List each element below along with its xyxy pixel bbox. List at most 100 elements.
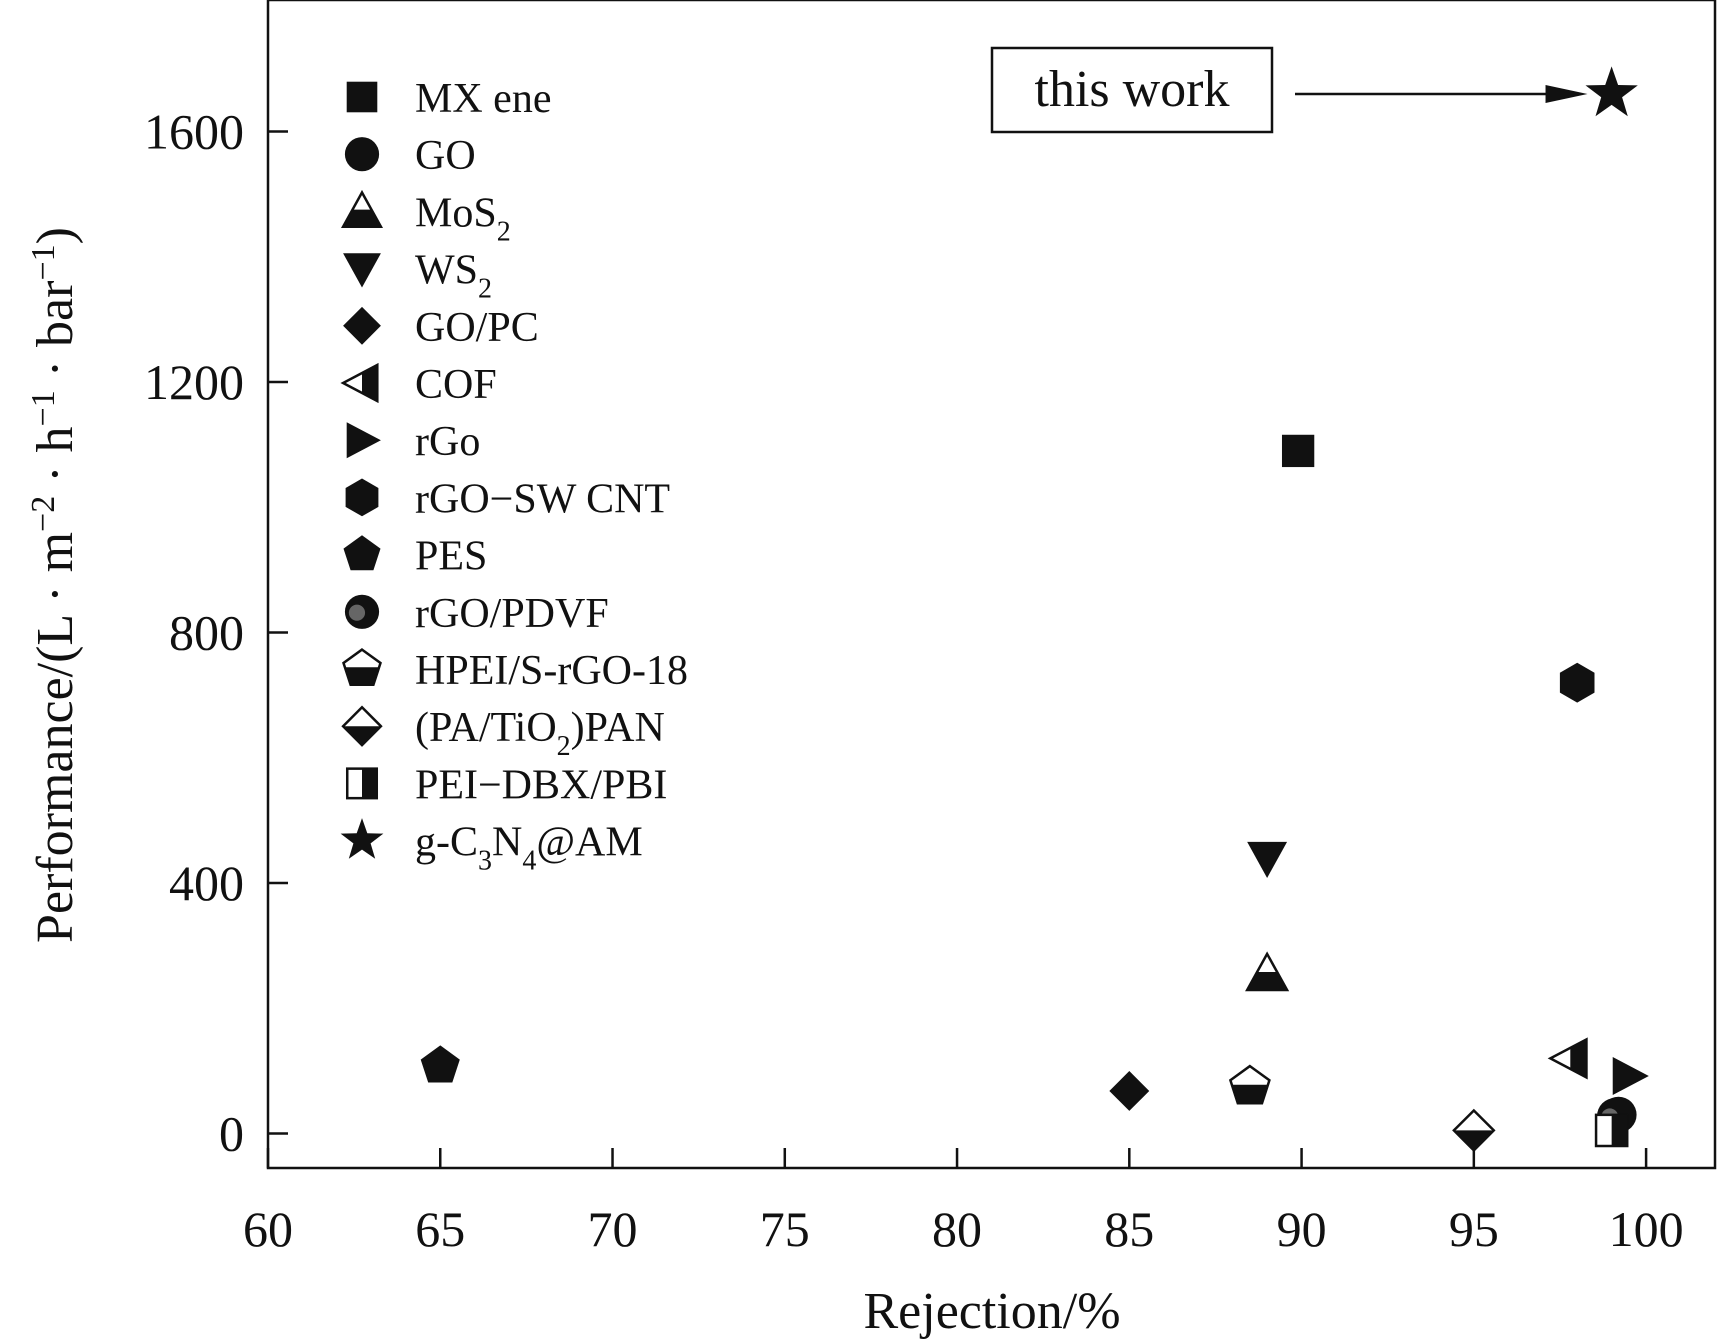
x-tick-label: 60 (243, 1201, 293, 1257)
y-title-part: Performance/(L · m (27, 532, 84, 943)
marker-shape (344, 137, 380, 172)
marker-shape (340, 818, 384, 859)
y-axis-ticks: 0 400 800 1200 1600 (144, 104, 288, 1162)
legend-marker-pentagon (343, 535, 381, 571)
legend-marker-diamond-half (341, 705, 383, 747)
marker-shape-fill (343, 726, 381, 746)
marker-shape-fill (1570, 1039, 1587, 1078)
legend-item: MoS2 (340, 189, 511, 247)
x-axis-ticks: 60 65 70 75 80 85 90 95 100 (243, 1148, 1684, 1257)
y-tick-label: 0 (219, 1106, 244, 1162)
y-title-sup: −1 (25, 244, 62, 280)
legend-label-sub: 2 (557, 731, 571, 762)
legend-item: rGO/PDVF (344, 591, 609, 637)
legend-label: WS2 (415, 248, 492, 305)
marker-shape (1109, 1071, 1150, 1111)
y-tick-label: 400 (169, 855, 244, 911)
data-point-diamond (1109, 1071, 1150, 1111)
legend-item: (PA/TiO2)PAN (341, 705, 665, 762)
data-point-hexagon (1559, 662, 1595, 703)
data-point-pentagon (420, 1045, 460, 1083)
legend-item: HPEI/S-rGO-18 (342, 648, 688, 694)
data-point-triangle-up-half (1245, 951, 1290, 992)
legend-label: MoS2 (415, 190, 511, 247)
legend-item: GO (344, 133, 476, 179)
legend-marker-triangle-up-half (340, 189, 384, 228)
data-point-diamond-half (1452, 1108, 1496, 1153)
annotation-arrow-head (1545, 84, 1588, 103)
marker-shape-fill (343, 663, 381, 685)
x-tick-label: 65 (415, 1201, 465, 1257)
legend-label: GO (415, 133, 476, 179)
legend-marker-star (340, 818, 384, 859)
legend-marker-circle (344, 137, 380, 172)
data-point-square-half (1594, 1113, 1629, 1148)
marker-shape (1585, 66, 1638, 117)
legend-label: rGO−SW CNT (415, 476, 670, 522)
legend-label: (PA/TiO2)PAN (415, 705, 665, 762)
x-tick-label: 85 (1104, 1201, 1154, 1257)
marker-shape (343, 535, 381, 571)
annotation-box (990, 46, 1274, 134)
marker-shape-inner (348, 604, 366, 621)
marker-shape (346, 81, 378, 113)
legend-label: COF (415, 362, 497, 408)
x-axis-title: Rejection/% (863, 1283, 1120, 1340)
data-point-triangle-down (1247, 841, 1288, 878)
x-tick-label: 75 (760, 1201, 810, 1257)
legend-marker-triangle-left-half (340, 362, 379, 404)
legend-marker-triangle-down (343, 253, 381, 288)
legend-item: WS2 (343, 248, 492, 305)
legend-label-sub: 2 (497, 216, 511, 247)
legend-label-part: g-C (415, 820, 478, 866)
data-point-star (1585, 66, 1638, 117)
y-title-part: · bar (27, 281, 84, 391)
legend-marker-triangle-right (346, 422, 381, 459)
legend-label: PEI−DBX/PBI (415, 762, 667, 808)
legend-marker-pentagon-half (342, 648, 382, 686)
y-axis-title: Performance/(L · m−2 · h−1 · bar−1) (25, 227, 84, 943)
data-point-square (1281, 434, 1315, 468)
legend-marker-circle-dot (344, 594, 380, 629)
y-tick-label: 800 (169, 605, 244, 661)
y-title-part: · h (27, 426, 84, 495)
marker-shape-fill (362, 768, 377, 799)
legend-label: HPEI/S-rGO-18 (415, 648, 688, 694)
marker-shape-fill (343, 209, 381, 227)
marker-shape-fill (1453, 1130, 1494, 1151)
marker-shape-fill (1230, 1080, 1270, 1104)
y-tick-label: 1200 (144, 354, 244, 410)
legend-marker-square (346, 81, 378, 113)
legend-label-part: MoS (415, 190, 497, 236)
marker-shape (1559, 662, 1595, 703)
legend-label-part: (PA/TiO (415, 705, 557, 751)
data-point-triangle-right (1612, 1056, 1649, 1095)
legend-label-sub: 2 (478, 274, 492, 305)
legend-label: rGo (415, 419, 480, 465)
legend-label: rGO/PDVF (415, 591, 609, 637)
x-tick-label: 95 (1449, 1201, 1499, 1257)
plot-frame (266, 0, 1717, 1170)
legend-label-part: WS (415, 248, 478, 294)
x-tick-label: 70 (588, 1201, 638, 1257)
legend-item: PES (343, 534, 487, 580)
legend-item: GO/PC (343, 305, 539, 351)
legend-item: rGo (346, 419, 480, 465)
x-tick-label: 90 (1277, 1201, 1327, 1257)
x-tick-label: 80 (932, 1201, 982, 1257)
marker-shape-fill (1611, 1114, 1628, 1147)
y-title-sup: −1 (25, 390, 62, 426)
legend-label-sub: 4 (522, 846, 536, 877)
legend-label-part: )PAN (571, 705, 665, 751)
legend-label: g-C3N4@AM (415, 820, 643, 877)
marker-shape (343, 306, 381, 345)
legend-label: MX ene (415, 76, 551, 122)
marker-shape (343, 253, 381, 288)
legend-label: GO/PC (415, 305, 539, 351)
data-point-triangle-left-half (1547, 1037, 1588, 1080)
legend-marker-hexagon (345, 478, 379, 517)
legend-item: COF (340, 362, 497, 408)
legend-label-sub: 3 (478, 846, 492, 877)
